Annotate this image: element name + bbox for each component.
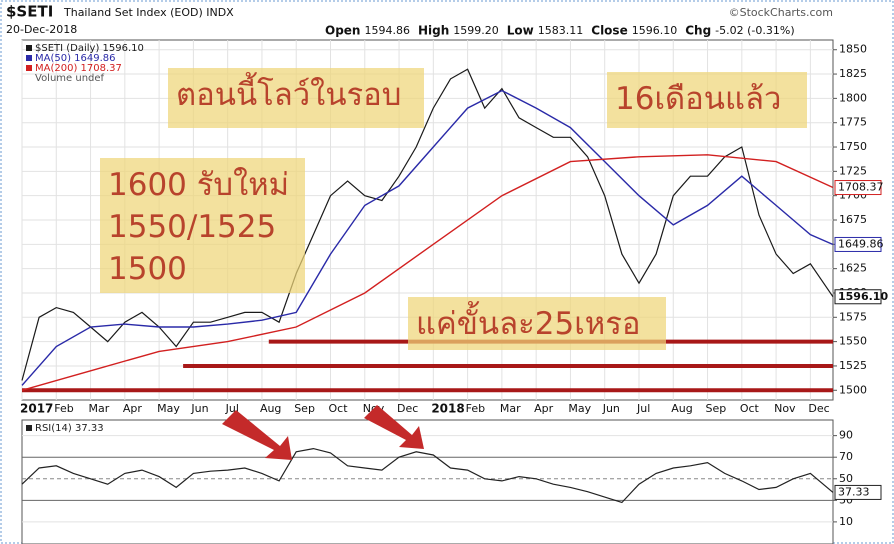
legend-entry: RSI(14) 37.33 bbox=[35, 423, 104, 434]
y-tick-label: 1675 bbox=[839, 213, 867, 226]
y-tick-label: 1725 bbox=[839, 164, 867, 177]
arrow bbox=[364, 405, 424, 449]
x-tick-label: Jun bbox=[190, 402, 208, 415]
plot-area bbox=[21, 419, 834, 544]
quote-value: 1599.20 bbox=[453, 24, 499, 37]
last-value-label: 37.33 bbox=[838, 485, 870, 498]
quote-label: Low bbox=[507, 24, 534, 38]
x-tick-label: Jun bbox=[602, 402, 620, 415]
y-tick-label: 70 bbox=[839, 450, 853, 463]
quote-label: Chg bbox=[685, 24, 711, 38]
last-value-label: 1649.86 bbox=[838, 237, 884, 250]
annotation-box: 1600 รับใหม่ 1550/1525 1500 bbox=[100, 158, 305, 293]
legend-swatch bbox=[26, 45, 32, 51]
y-tick-label: 1800 bbox=[839, 91, 867, 104]
y-tick-label: 1750 bbox=[839, 140, 867, 153]
price-line bbox=[21, 154, 834, 391]
y-tick-label: 1775 bbox=[839, 116, 867, 129]
last-value-box bbox=[834, 289, 882, 305]
y-tick-label: 1525 bbox=[839, 359, 867, 372]
last-value-box bbox=[834, 484, 882, 500]
quote-value: 1583.11 bbox=[538, 24, 584, 37]
last-value-label: 1596.10 bbox=[838, 290, 888, 303]
symbol: $SETI bbox=[6, 3, 53, 21]
legend-entry: MA(200) 1708.37 bbox=[35, 63, 122, 74]
annotation: 16เดือนแล้ว bbox=[607, 72, 807, 128]
x-tick-label: May bbox=[157, 402, 180, 415]
last-value-label: 1708.37 bbox=[838, 181, 884, 194]
credit: ©StockCharts.com bbox=[729, 6, 833, 19]
x-tick-label: Apr bbox=[534, 402, 554, 415]
quote-value: -5.02 (-0.31%) bbox=[715, 24, 794, 37]
y-tick-label: 10 bbox=[839, 515, 853, 528]
x-tick-label: Oct bbox=[328, 402, 348, 415]
x-tick-label: Mar bbox=[500, 402, 521, 415]
quote-label: Open bbox=[325, 24, 360, 38]
index-name: Thailand Set Index (EOD) INDX bbox=[63, 6, 234, 19]
x-tick-label: Sep bbox=[294, 402, 315, 415]
x-tick-label: Dec bbox=[397, 402, 418, 415]
y-tick-label: 1825 bbox=[839, 67, 867, 80]
arrow bbox=[222, 410, 292, 460]
last-value-box bbox=[834, 180, 882, 196]
y-tick-label: 1500 bbox=[839, 383, 867, 396]
legend-entry: MA(50) 1649.86 bbox=[35, 53, 116, 64]
x-tick-label: Mar bbox=[89, 402, 110, 415]
x-tick-label: Feb bbox=[54, 402, 73, 415]
date: 20-Dec-2018 bbox=[6, 23, 77, 36]
quote-value: 1596.10 bbox=[632, 24, 678, 37]
price-line bbox=[21, 89, 834, 386]
x-tick-label: Dec bbox=[808, 402, 829, 415]
legend-entry: Volume undef bbox=[35, 73, 105, 84]
quote-label: Close bbox=[591, 24, 627, 38]
y-tick-label: 1625 bbox=[839, 262, 867, 275]
x-tick-label: Nov bbox=[774, 402, 796, 415]
x-tick-label: Aug bbox=[260, 402, 281, 415]
x-tick-label: Aug bbox=[671, 402, 692, 415]
legend-entry: $SETI (Daily) 1596.10 bbox=[35, 43, 144, 54]
x-tick-label: Feb bbox=[466, 402, 485, 415]
last-value-box bbox=[834, 236, 882, 252]
annotation: แค่ขั้นละ25เหรอ bbox=[408, 297, 666, 350]
rsi-line bbox=[21, 447, 834, 504]
quote: Open 1594.86 High 1599.20 Low 1583.11 Close 159… bbox=[325, 24, 795, 38]
legend-swatch bbox=[26, 65, 32, 71]
y-tick-label: 90 bbox=[839, 429, 853, 442]
x-tick-label: Jul bbox=[636, 402, 650, 415]
y-tick-label: 1550 bbox=[839, 335, 867, 348]
x-tick-label: Sep bbox=[706, 402, 727, 415]
x-tick-label: 2017 bbox=[20, 402, 53, 416]
y-tick-label: 1850 bbox=[839, 43, 867, 56]
x-tick-label: Oct bbox=[740, 402, 760, 415]
legend-swatch bbox=[26, 55, 32, 61]
quote-label: High bbox=[418, 24, 449, 38]
annotation: 1500 bbox=[108, 251, 187, 287]
annotation: 1600 รับใหม่ bbox=[108, 167, 290, 203]
price-line bbox=[21, 68, 834, 381]
legend-swatch bbox=[26, 425, 32, 431]
y-tick-label: 50 bbox=[839, 472, 853, 485]
x-tick-label: May bbox=[568, 402, 591, 415]
annotation: 1550/1525 bbox=[108, 209, 277, 245]
y-tick-label: 1575 bbox=[839, 310, 867, 323]
x-tick-label: Apr bbox=[123, 402, 143, 415]
quote-value: 1594.86 bbox=[364, 24, 410, 37]
annotation: ตอนนี้โลว์ในรอบ bbox=[168, 68, 424, 128]
x-tick-label: 2018 bbox=[431, 402, 464, 416]
